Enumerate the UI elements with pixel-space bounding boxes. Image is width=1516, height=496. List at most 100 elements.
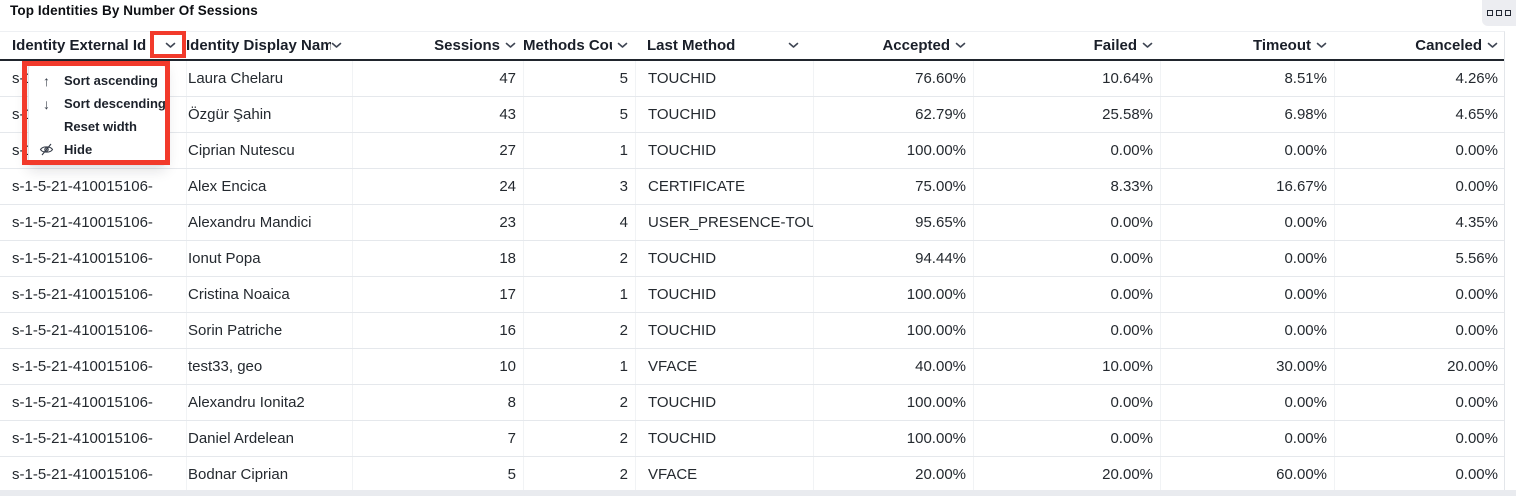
cell-canceled: 4.65% xyxy=(1334,97,1505,132)
column-header-sessions[interactable]: Sessions xyxy=(352,32,523,59)
cell-identity-display-name: Özgür Şahin xyxy=(186,97,352,132)
chevron-down-icon[interactable] xyxy=(331,42,342,49)
column-header-identity-external-id[interactable]: Identity External Id xyxy=(12,32,186,59)
cell-failed: 0.00% xyxy=(973,313,1160,348)
chevron-down-icon[interactable] xyxy=(617,42,628,49)
cell-methods-count: 2 xyxy=(523,313,635,348)
cell-methods-count: 1 xyxy=(523,277,635,312)
arrow-down-icon: ↓ xyxy=(43,95,50,112)
cell-accepted: 100.00% xyxy=(813,385,973,420)
cell-last-method: TOUCHID xyxy=(635,385,813,420)
cell-identity-external-id: s-1-5-21-410015106- xyxy=(12,286,153,303)
cell-last-method: VFACE xyxy=(635,349,813,384)
cell-identity-display-name: Alex Encica xyxy=(186,169,352,204)
table-row: s-1-5-21-410015106- test33, geo 10 1 VFA… xyxy=(0,349,1504,385)
cell-timeout: 0.00% xyxy=(1160,313,1334,348)
cell-identity-external-id: s-1-5-21-410015106- xyxy=(12,394,153,411)
cell-accepted: 20.00% xyxy=(813,457,973,492)
cell-timeout: 0.00% xyxy=(1160,133,1334,168)
cell-timeout: 0.00% xyxy=(1160,205,1334,240)
cell-sessions: 24 xyxy=(352,169,523,204)
cell-identity-display-name: Daniel Ardelean xyxy=(186,421,352,456)
cell-accepted: 94.44% xyxy=(813,241,973,276)
menu-item-hide[interactable]: Hide xyxy=(29,138,165,161)
column-header-canceled[interactable]: Canceled xyxy=(1334,32,1505,59)
chevron-down-icon[interactable] xyxy=(1487,42,1498,49)
cell-timeout: 0.00% xyxy=(1160,421,1334,456)
cell-last-method: VFACE xyxy=(635,457,813,492)
cell-canceled: 0.00% xyxy=(1334,457,1505,492)
column-header-last-method[interactable]: Last Method xyxy=(635,32,813,59)
cell-failed: 0.00% xyxy=(973,277,1160,312)
column-header-timeout[interactable]: Timeout xyxy=(1160,32,1334,59)
table-body: s-1-5-21-410015106- Laura Chelaru 47 5 T… xyxy=(0,61,1504,493)
cell-methods-count: 2 xyxy=(523,457,635,492)
cell-methods-count: 1 xyxy=(523,349,635,384)
cell-accepted: 95.65% xyxy=(813,205,973,240)
cell-methods-count: 2 xyxy=(523,421,635,456)
cell-failed: 0.00% xyxy=(973,421,1160,456)
column-header-methods-count[interactable]: Methods Count xyxy=(523,32,635,59)
chevron-down-icon[interactable] xyxy=(955,42,966,49)
cell-sessions: 5 xyxy=(352,457,523,492)
cell-identity-external-id: s-1-5-21-410015106- xyxy=(12,250,153,267)
chevron-down-icon[interactable] xyxy=(788,42,799,49)
column-options-menu: ↑ Sort ascending ↓ Sort descending Reset… xyxy=(28,64,166,166)
cell-identity-display-name: Cristina Noaica xyxy=(186,277,352,312)
column-header-identity-display-name[interactable]: Identity Display Name xyxy=(186,32,352,59)
cell-last-method: TOUCHID xyxy=(635,61,813,96)
cell-accepted: 100.00% xyxy=(813,277,973,312)
menu-item-sort-descending[interactable]: ↓ Sort descending xyxy=(29,92,166,115)
cell-sessions: 17 xyxy=(352,277,523,312)
chevron-down-icon[interactable] xyxy=(165,42,176,49)
table-row: s-1-5-21-410015106- Alex Encica 24 3 CER… xyxy=(0,169,1504,205)
cell-failed: 25.58% xyxy=(973,97,1160,132)
cell-timeout: 0.00% xyxy=(1160,385,1334,420)
chevron-down-icon[interactable] xyxy=(505,42,516,49)
cell-identity-external-id: s-1-5-21-410015106- xyxy=(12,466,153,483)
cell-accepted: 100.00% xyxy=(813,421,973,456)
cell-last-method: CERTIFICATE xyxy=(635,169,813,204)
cell-failed: 0.00% xyxy=(973,205,1160,240)
table-row: s-1-5-21-410015106- Ciprian Nutescu 27 1… xyxy=(0,133,1504,169)
column-header-accepted[interactable]: Accepted xyxy=(813,32,973,59)
cell-failed: 10.00% xyxy=(973,349,1160,384)
cell-timeout: 16.67% xyxy=(1160,169,1334,204)
cell-methods-count: 5 xyxy=(523,61,635,96)
cell-methods-count: 3 xyxy=(523,169,635,204)
cell-sessions: 16 xyxy=(352,313,523,348)
cell-sessions: 10 xyxy=(352,349,523,384)
cell-identity-external-id: s-1-5-21-410015106- xyxy=(12,322,153,339)
cell-last-method: TOUCHID xyxy=(635,277,813,312)
column-header-failed[interactable]: Failed xyxy=(973,32,1160,59)
chevron-down-icon[interactable] xyxy=(1316,42,1327,49)
cell-sessions: 27 xyxy=(352,133,523,168)
cell-methods-count: 1 xyxy=(523,133,635,168)
table-row: s-1-5-21-410015106- Laura Chelaru 47 5 T… xyxy=(0,61,1504,97)
menu-item-sort-ascending[interactable]: ↑ Sort ascending xyxy=(29,69,165,92)
cell-accepted: 62.79% xyxy=(813,97,973,132)
cell-failed: 20.00% xyxy=(973,457,1160,492)
cell-canceled: 0.00% xyxy=(1334,313,1505,348)
table-row: s-1-5-21-410015106- Sorin Patriche 16 2 … xyxy=(0,313,1504,349)
cell-identity-display-name: Ionut Popa xyxy=(186,241,352,276)
cell-failed: 8.33% xyxy=(973,169,1160,204)
cell-accepted: 40.00% xyxy=(813,349,973,384)
cell-sessions: 18 xyxy=(352,241,523,276)
cell-canceled: 0.00% xyxy=(1334,385,1505,420)
table-row: s-1-5-21-410015106- Daniel Ardelean 7 2 … xyxy=(0,421,1504,457)
cell-identity-display-name: Alexandru Mandici xyxy=(186,205,352,240)
cell-identity-external-id: s-1-5-21-410015106- xyxy=(12,430,153,447)
table-row: s-1-5-21-410015106- Bodnar Ciprian 5 2 V… xyxy=(0,457,1504,493)
identities-table: Identity External Id Identity Display Na… xyxy=(0,31,1505,493)
menu-item-reset-width[interactable]: Reset width xyxy=(64,119,137,134)
panel-options-button[interactable] xyxy=(1482,0,1516,26)
page-title: Top Identities By Number Of Sessions xyxy=(10,3,258,18)
cell-sessions: 43 xyxy=(352,97,523,132)
table-row: s-1-5-21-410015106- Ionut Popa 18 2 TOUC… xyxy=(0,241,1504,277)
bottom-strip xyxy=(0,490,1516,496)
cell-identity-display-name: Alexandru Ionita2 xyxy=(186,385,352,420)
chevron-down-icon[interactable] xyxy=(1142,42,1153,49)
cell-failed: 0.00% xyxy=(973,133,1160,168)
panel-options-icon xyxy=(1487,10,1511,16)
